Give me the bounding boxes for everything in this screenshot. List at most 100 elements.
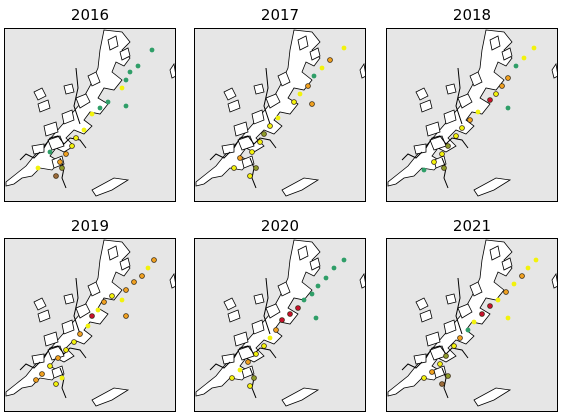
site-marker-yellow [437,361,443,367]
site-marker-red [89,313,95,319]
site-marker-green [135,63,141,69]
site-marker-green [505,105,511,111]
island [473,177,512,197]
island [37,309,51,323]
panel-title-2021: 2021 [452,217,492,235]
site-marker-olive [261,131,267,137]
coast-line-detail [441,367,449,399]
site-marker-green [47,149,53,155]
island [37,99,51,113]
island [297,35,309,51]
island [31,353,45,365]
panel-frame [194,238,366,412]
site-marker-yellow [471,319,477,325]
site-marker-green [323,275,329,281]
island [457,303,473,319]
panel-title-2017: 2017 [260,6,300,24]
island [233,331,249,347]
coast-line-detail [233,135,277,149]
island [469,281,483,297]
site-marker-olive [443,353,449,359]
island [433,365,447,379]
site-marker-orange [305,83,311,89]
site-marker-yellow [109,293,115,299]
site-marker-orange [237,155,243,161]
island [33,297,47,311]
site-marker-yellow [231,165,237,171]
site-marker-green [301,297,307,303]
island [169,62,176,79]
island [281,177,320,197]
coast-line-detail [59,367,67,399]
island [445,293,457,305]
coast-line-detail [441,157,449,189]
site-marker-yellow [451,343,457,349]
site-marker-yellow [59,375,65,381]
map-panel-2021 [386,238,558,412]
site-marker-yellow [493,91,499,97]
site-marker-yellow [71,339,77,345]
site-marker-orange [101,299,107,305]
island [501,257,513,271]
island [119,47,131,61]
site-marker-yellow [459,125,465,131]
island [227,309,241,323]
island [221,353,235,365]
site-marker-green [341,257,347,263]
island [91,387,130,407]
island [359,62,366,79]
island [489,35,501,51]
panel-title-2016: 2016 [70,6,110,24]
island [419,309,433,323]
site-marker-yellow [341,45,347,51]
island [457,93,473,109]
coast-line-detail [401,361,423,371]
site-marker-yellow [297,91,303,97]
site-marker-yellow [511,281,517,287]
island [551,62,558,79]
island [425,121,441,137]
site-marker-red [487,97,493,103]
site-marker-orange [55,355,61,361]
site-marker-red [479,311,485,317]
site-marker-olive [253,165,259,171]
island [415,297,429,311]
site-marker-yellow [253,351,259,357]
island [309,47,321,61]
island [43,331,59,347]
site-marker-brown [439,381,445,387]
island [265,303,281,319]
coast-line-detail [263,67,271,125]
site-marker-yellow [53,381,59,387]
site-marker-yellow [237,367,243,373]
island [241,365,255,379]
site-marker-green [331,265,337,271]
island [63,83,75,95]
island [119,257,131,271]
site-marker-orange [429,369,435,375]
site-marker-yellow [247,173,253,179]
site-marker-yellow [257,139,263,145]
site-marker-orange [499,83,505,89]
site-marker-yellow [319,65,325,71]
site-marker-yellow [73,135,79,141]
coast-line-detail [19,151,41,161]
site-marker-orange [467,117,473,123]
site-marker-green [465,327,471,333]
map-canvas-2016 [4,28,176,202]
site-marker-orange [457,335,463,341]
site-marker-olive [445,373,451,379]
site-marker-olive [445,143,451,149]
island [107,245,119,261]
site-marker-green [149,47,155,53]
coast-line-detail [43,345,87,359]
island [445,83,457,95]
site-marker-yellow [95,307,101,313]
site-marker-yellow [119,85,125,91]
island [473,387,512,407]
map-panel-2019 [4,238,176,412]
site-marker-red [279,317,285,323]
island [107,35,119,51]
panel-frame [386,28,558,202]
island [241,155,255,169]
